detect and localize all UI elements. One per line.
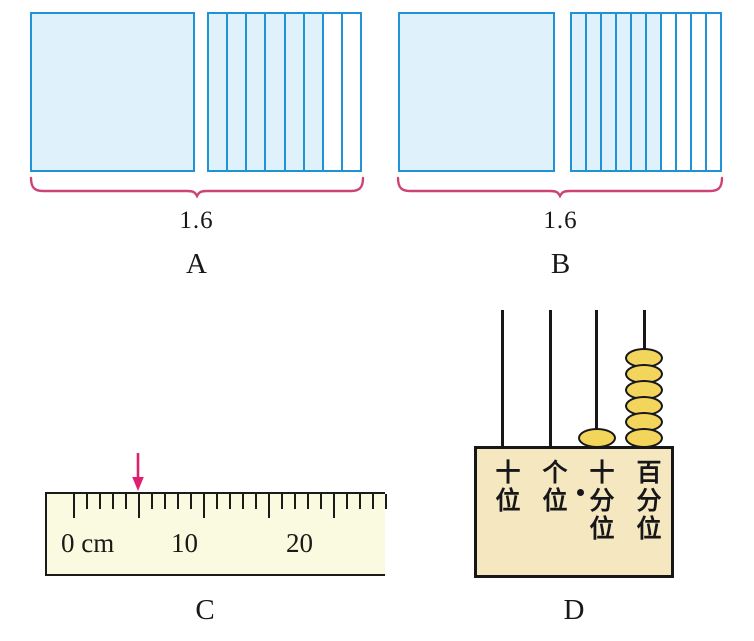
ruler-tick-minor (372, 494, 374, 509)
ruler-tick-major (138, 494, 140, 518)
ruler-tick-minor (320, 494, 322, 509)
panel-d-letter: D (563, 594, 585, 626)
abacus-rod-tens (501, 310, 504, 448)
ruler-tick-minor (151, 494, 153, 509)
label-char: 位 (636, 514, 662, 543)
panel-a-brace (29, 176, 365, 199)
label-char: 十 (495, 458, 521, 487)
ruler-tick-minor (281, 494, 283, 509)
panel-b-brace (396, 176, 724, 199)
ruler-tick-minor (346, 494, 348, 509)
label-char: 位 (589, 514, 615, 543)
ruler-tick-minor (112, 494, 114, 509)
stripe-unshaded (662, 14, 677, 170)
abacus-bead-hundredths (625, 428, 663, 448)
ruler-label-zero-text: 0 cm (61, 528, 115, 558)
stripe-shaded (632, 14, 647, 170)
measurement-pointer-arrow (128, 452, 148, 492)
label-char: 十 (589, 458, 615, 487)
abacus-rod-tenths (595, 310, 598, 448)
stripe-shaded (247, 14, 267, 170)
ruler-label-zero: 0 cm (61, 528, 114, 559)
ruler-label-ten: 10 (171, 528, 198, 558)
stripe-shaded (602, 14, 617, 170)
label-char: 分 (589, 486, 615, 515)
ruler-tick-minor (216, 494, 218, 509)
ruler-tick-major (203, 494, 205, 518)
ruler-tick-minor (177, 494, 179, 509)
abacus-column-label-hundredths: 百 分 位 (628, 459, 670, 543)
panel-a-letter: A (186, 248, 207, 280)
abacus-rod-ones (549, 310, 552, 448)
stripe-shaded (647, 14, 662, 170)
stripe-shaded (209, 14, 229, 170)
stripe-shaded (572, 14, 587, 170)
stripe-unshaded (342, 14, 360, 170)
ruler: 0 cm 10 20 (45, 492, 387, 576)
ruler-tick-minor (359, 494, 361, 509)
stripe-shaded (617, 14, 632, 170)
stripe-unshaded (692, 14, 707, 170)
stripe-shaded (266, 14, 286, 170)
ruler-tick-minor (307, 494, 309, 509)
panel-a-whole-square (30, 12, 195, 172)
label-char: 位 (542, 486, 568, 515)
panel-b-tenths-square (570, 12, 722, 172)
ruler-tick-minor (242, 494, 244, 509)
stripe-shaded (228, 14, 248, 170)
stripe-unshaded (707, 14, 720, 170)
abacus-bead-tenths (578, 428, 616, 448)
abacus-column-label-tens: 十 位 (487, 459, 529, 515)
abacus-column-label-tenths: 十 分 位 (581, 459, 623, 543)
stripe-shaded (587, 14, 602, 170)
label-char: 位 (495, 486, 521, 515)
panel-a-tenths-square (207, 12, 362, 172)
ruler-tick-minor (164, 494, 166, 509)
stripe-shaded (304, 14, 324, 170)
abacus-decimal-point (577, 489, 584, 496)
ruler-tick-minor (99, 494, 101, 509)
panel-c-letter: C (195, 594, 215, 626)
label-char: 个 (542, 458, 568, 487)
stripe-shaded (285, 14, 305, 170)
panel-a-value: 1.6 (179, 207, 214, 234)
ruler-tick-minor (385, 494, 387, 509)
stripe-unshaded (677, 14, 692, 170)
label-char: 百 (636, 458, 662, 487)
panel-b-value: 1.6 (543, 207, 578, 234)
abacus-board: 十 位 个 位 十 分 位 百 分 位 (474, 446, 674, 578)
ruler-tick-minor (229, 494, 231, 509)
ruler-label-twenty: 20 (286, 528, 313, 558)
ruler-tick-major (268, 494, 270, 518)
ruler-tick-major (333, 494, 335, 518)
ruler-tick-major (73, 494, 75, 518)
ruler-tick-minor (86, 494, 88, 509)
ruler-tick-minor (294, 494, 296, 509)
stripe-unshaded (323, 14, 343, 170)
panel-b-letter: B (550, 248, 571, 280)
label-char: 分 (636, 486, 662, 515)
ruler-tick-minor (255, 494, 257, 509)
panel-b-whole-square (398, 12, 555, 172)
ruler-tick-minor (125, 494, 127, 509)
ruler-tick-minor (190, 494, 192, 509)
abacus-column-label-ones: 个 位 (534, 459, 576, 515)
